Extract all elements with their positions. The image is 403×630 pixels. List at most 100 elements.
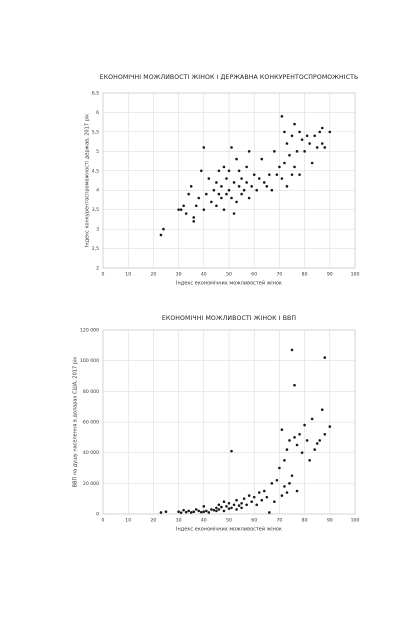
point: [310, 161, 314, 165]
point: [283, 161, 286, 165]
point: [227, 169, 231, 173]
point: [230, 506, 233, 510]
x-tick-label: 40: [201, 272, 207, 278]
y-tick-label: 3,5: [92, 207, 99, 213]
point: [235, 508, 238, 511]
x-tick-label: 100: [351, 518, 360, 524]
point: [278, 466, 281, 470]
x-tick-label: 50: [226, 518, 232, 524]
point: [199, 510, 203, 514]
point: [215, 204, 218, 208]
point: [192, 216, 196, 219]
point: [205, 192, 208, 196]
point: [323, 432, 327, 436]
point: [222, 165, 226, 169]
point: [303, 423, 306, 427]
point: [265, 185, 269, 188]
point: [270, 482, 274, 485]
point: [295, 489, 299, 493]
point: [240, 506, 243, 510]
point: [298, 130, 301, 134]
point: [265, 495, 269, 499]
point: [225, 192, 228, 196]
y-tick-label: 3: [96, 227, 99, 233]
point: [212, 188, 216, 192]
point: [207, 511, 211, 514]
point: [240, 177, 243, 180]
y-tick-label: 2,5: [92, 246, 99, 252]
point: [232, 212, 236, 215]
point: [227, 501, 231, 505]
point: [318, 439, 322, 442]
x-tick-label: 60: [251, 518, 257, 524]
x-tick-label: 20: [150, 272, 156, 278]
point: [242, 497, 246, 500]
y-tick-label: 5: [96, 149, 99, 155]
point: [255, 188, 259, 192]
point: [245, 503, 248, 507]
point: [217, 508, 221, 511]
point: [230, 196, 233, 200]
point: [220, 505, 223, 509]
point: [232, 503, 236, 507]
point: [240, 501, 243, 505]
point: [202, 505, 206, 508]
point: [247, 494, 251, 497]
point: [288, 153, 291, 157]
point: [298, 173, 301, 176]
point: [197, 196, 201, 200]
point: [215, 509, 218, 513]
point: [202, 146, 206, 149]
point: [245, 181, 248, 184]
point: [310, 417, 314, 421]
point: [177, 510, 180, 513]
point: [293, 165, 296, 169]
point: [217, 169, 221, 173]
point: [257, 491, 261, 494]
y-tick-label: 20 000: [83, 481, 99, 487]
point: [225, 505, 228, 508]
point: [227, 507, 231, 510]
point: [182, 204, 185, 208]
point: [255, 503, 259, 507]
point: [283, 459, 286, 462]
point: [205, 509, 208, 513]
point: [207, 177, 211, 180]
point: [237, 504, 241, 507]
point: [159, 511, 163, 514]
x-tick-label: 90: [327, 518, 333, 524]
point: [305, 439, 309, 442]
point: [250, 500, 253, 504]
point: [280, 494, 284, 497]
point: [280, 115, 284, 118]
x-tick-label: 90: [327, 272, 333, 278]
point: [189, 511, 193, 514]
point: [235, 157, 238, 161]
point: [222, 509, 226, 513]
y-tick-label: 40 000: [83, 450, 99, 456]
y-tick-label: 100 000: [80, 358, 99, 364]
point: [247, 150, 251, 153]
point: [298, 432, 301, 436]
y-tick-label: 80 000: [83, 389, 99, 395]
x-tick-label: 0: [102, 518, 105, 524]
point: [230, 146, 233, 149]
x-tick-label: 50: [226, 272, 232, 278]
y-axis-label: ВВП на душу населення в доларах США, 201…: [73, 357, 79, 488]
point: [262, 181, 266, 184]
point: [290, 134, 294, 138]
point: [285, 491, 289, 494]
point: [242, 188, 246, 192]
point: [192, 220, 196, 223]
point: [187, 192, 190, 196]
y-tick-label: 0: [96, 512, 99, 518]
point: [300, 138, 304, 141]
point: [237, 169, 241, 173]
x-axis-label: Індекс економічних можливостей жінок: [176, 526, 282, 533]
point: [290, 474, 294, 477]
x-tick-label: 100: [351, 272, 360, 278]
point: [280, 428, 284, 431]
point: [283, 130, 286, 134]
point: [323, 356, 327, 359]
point: [225, 177, 228, 180]
